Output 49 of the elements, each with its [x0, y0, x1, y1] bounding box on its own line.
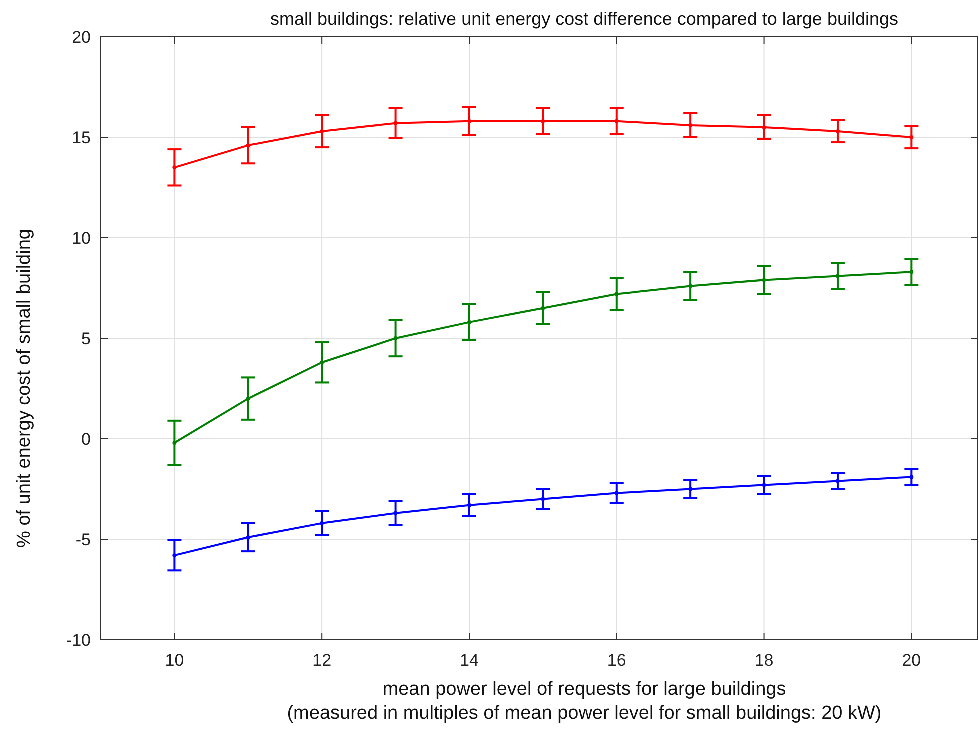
- y-tick-label: 10: [72, 229, 91, 248]
- point: [467, 320, 472, 324]
- point: [836, 274, 840, 278]
- point: [467, 503, 472, 508]
- point: [172, 441, 177, 446]
- point: [762, 125, 766, 130]
- y-tick-label: 15: [72, 128, 91, 148]
- point: [688, 123, 693, 128]
- point: [541, 119, 546, 124]
- point: [541, 497, 546, 502]
- x-tick-label: 14: [460, 651, 479, 670]
- x-tick-label: 16: [607, 651, 626, 670]
- x-tick-label: 18: [754, 651, 774, 670]
- point: [467, 119, 472, 124]
- point: [394, 336, 398, 340]
- point: [688, 487, 693, 492]
- x-tick-label: 20: [902, 651, 922, 670]
- point: [836, 129, 840, 134]
- point: [172, 554, 177, 558]
- y-tick-label: 0: [82, 430, 91, 449]
- y-tick-label: 20: [72, 28, 91, 47]
- point: [394, 511, 398, 516]
- y-tick-label: 5: [82, 330, 91, 348]
- point: [614, 292, 619, 296]
- point: [614, 119, 619, 124]
- point: [762, 278, 766, 282]
- y-tick-label: -5: [76, 530, 91, 550]
- point: [688, 284, 693, 288]
- point: [246, 396, 250, 401]
- point: [910, 136, 914, 140]
- point: [910, 270, 914, 274]
- point: [320, 521, 324, 526]
- y-tick-label: -10: [66, 631, 91, 650]
- point: [762, 483, 766, 488]
- y-axis-title: % of unit energy cost of small building: [14, 229, 35, 548]
- point: [246, 535, 250, 540]
- point: [910, 475, 914, 480]
- point: [614, 491, 619, 496]
- x-tick-label: 12: [312, 651, 332, 670]
- point: [320, 360, 324, 365]
- point: [836, 479, 840, 484]
- point: [320, 129, 324, 134]
- chart-title: small buildings: relative unit energy cost difference compared to large buildings: [270, 9, 899, 29]
- point: [246, 144, 250, 148]
- point: [541, 306, 546, 310]
- x-axis-title: mean power level of requests for large buildings (measured in multiples of mean power level for small buildings: 20 kW): [287, 679, 882, 724]
- point: [172, 166, 177, 170]
- x-tick-label: 10: [165, 651, 184, 670]
- point: [394, 121, 398, 126]
